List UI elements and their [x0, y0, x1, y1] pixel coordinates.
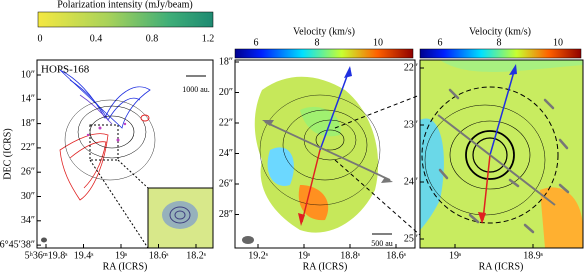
x-tick-label: 19.4ˢ: [74, 250, 94, 261]
x-tick-label: 19ˢ: [449, 250, 461, 261]
colorbar-tick-label: 8: [497, 37, 502, 48]
y-tick-label: 22″: [219, 117, 233, 128]
y-tick-label: 18″: [21, 118, 35, 129]
x-tick-label: 5ʰ36ᵐ19.8ˢ: [25, 250, 68, 261]
y-tick-label: −6°45′38″: [0, 239, 35, 250]
colorbar-tick-label: 6: [254, 37, 259, 48]
y-tick-label: 20″: [219, 87, 233, 98]
x-tick-label: 18.6ˢ: [149, 250, 169, 261]
panel-2-image: [235, 60, 415, 248]
axes-frame: [419, 59, 584, 249]
x-tick-label: 18.8ˢ: [340, 250, 360, 261]
y-tick-label: 24″: [219, 148, 233, 159]
colorbar-tick-label: 0: [38, 33, 43, 44]
y-tick-label: 30″: [21, 191, 35, 202]
colorbar: [234, 48, 414, 59]
y-tick-label: 22″: [21, 142, 35, 153]
y-tick-label: 25″: [404, 233, 418, 244]
scale-bar-label: 500 au: [371, 239, 393, 248]
x-tick-label: 18.6ˢ: [386, 250, 406, 261]
colorbar-tick-label: 0.4: [90, 33, 103, 44]
y-tick-label: 22″: [404, 62, 418, 73]
x-tick-label: 18.9ˢ: [523, 250, 543, 261]
x-axis-label: RA (ICRS): [479, 261, 524, 272]
colorbar: [37, 11, 214, 28]
y-tick-label: 10″: [21, 69, 35, 80]
colorbar-label: Velocity (km/s): [469, 26, 531, 37]
source-label: HOPS-168: [41, 64, 90, 76]
colorbar-tick-label: 10: [553, 37, 563, 48]
x-axis-label: RA (ICRS): [303, 261, 348, 272]
x-tick-label: 19.2ˢ: [248, 250, 268, 261]
colorbar-tick-label: 6: [438, 37, 443, 48]
x-axis-label: RA (ICRS): [103, 261, 148, 272]
scale-bar-label: 1000 au.: [182, 85, 210, 94]
x-tick-label: 19ˢ: [298, 250, 310, 261]
y-tick-label: 26″: [21, 166, 35, 177]
y-tick-label: 18″: [219, 56, 233, 67]
colorbar-tick-label: 10: [373, 37, 383, 48]
y-tick-label: 14″: [21, 94, 35, 105]
y-tick-label: 34″: [21, 215, 35, 226]
colorbar-tick-label: 1.2: [202, 33, 215, 44]
colorbar-tick-label: 8: [315, 37, 320, 48]
y-tick-label: 24″: [404, 176, 418, 187]
y-tick-label: 28″: [219, 209, 233, 220]
axes-frame: [36, 59, 214, 249]
panel-3-image: [420, 60, 583, 248]
y-tick-label: 23″: [404, 119, 418, 130]
x-tick-label: 18.2ˢ: [186, 250, 206, 261]
panel-1-image: [37, 60, 214, 249]
y-tick-label: 26″: [219, 178, 233, 189]
colorbar: [419, 48, 582, 59]
colorbar-label: Velocity (km/s): [293, 26, 355, 37]
colorbar-tick-label: 0.8: [146, 33, 159, 44]
y-axis-label: DEC (ICRS): [2, 128, 13, 179]
colorbar-label: Polarization intensity (mJy/beam): [57, 0, 193, 10]
x-tick-label: 19ˢ: [115, 250, 127, 261]
